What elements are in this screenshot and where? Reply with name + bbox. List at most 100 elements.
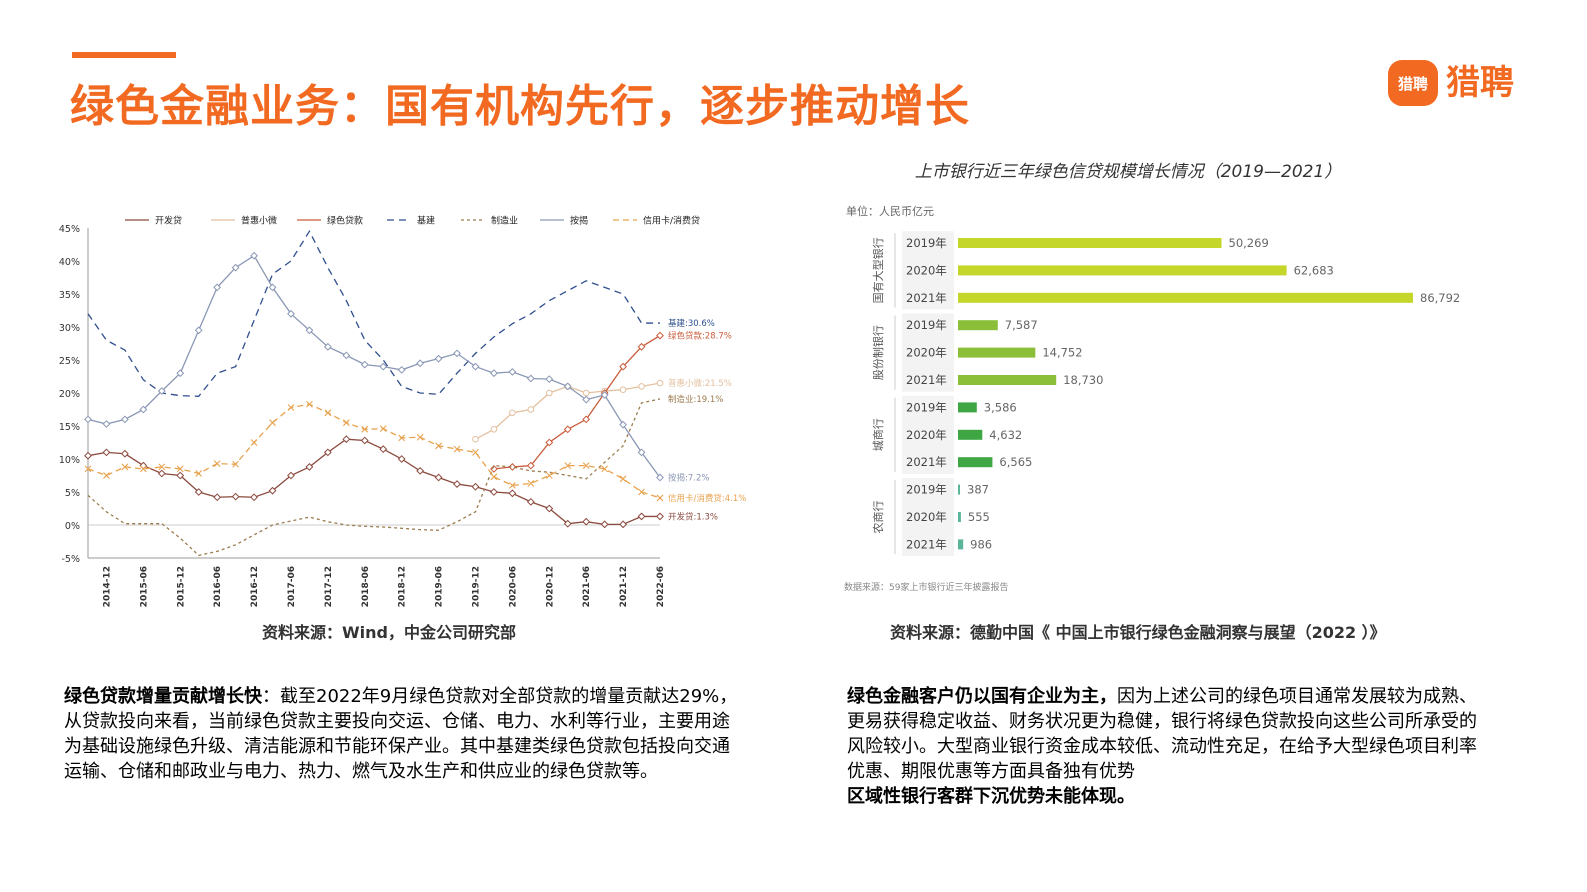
data-point xyxy=(545,389,553,397)
data-point xyxy=(453,349,461,358)
data-point xyxy=(582,389,590,397)
data-point xyxy=(563,519,572,528)
group-label: 农商行 xyxy=(871,501,885,534)
x-tick-label: 2020-06 xyxy=(508,566,518,607)
data-point xyxy=(287,404,295,411)
year-label: 2020年 xyxy=(906,510,947,524)
bar xyxy=(958,375,1057,385)
data-point xyxy=(121,463,129,471)
data-point xyxy=(397,455,406,463)
y-tick-label: 30% xyxy=(59,323,80,334)
group-band xyxy=(902,313,954,392)
right-paragraph-lead: 绿色金融客户仍以国有企业为主， xyxy=(847,686,1117,707)
bar xyxy=(958,484,961,495)
left-paragraph: 绿色贷款增量贡献增长快：截至2022年9月绿色贷款对全部贷款的增量贡献达29%，… xyxy=(64,684,740,784)
data-point xyxy=(656,512,664,521)
y-tick-label: 40% xyxy=(59,257,80,268)
data-point xyxy=(120,449,129,458)
data-point xyxy=(582,395,591,404)
group-band xyxy=(902,231,954,310)
data-point xyxy=(157,387,166,395)
end-value-label: 基建:30.6% xyxy=(668,318,715,329)
value-label: 62,683 xyxy=(1294,263,1334,277)
data-point xyxy=(490,369,498,378)
bar xyxy=(958,512,961,522)
bar xyxy=(958,265,1287,276)
x-tick-label: 2014-12 xyxy=(102,566,112,607)
data-point xyxy=(619,386,627,393)
group-label: 城商行 xyxy=(871,418,885,451)
data-point xyxy=(509,409,516,417)
data-point xyxy=(102,420,111,428)
legend-label: 基建 xyxy=(417,215,435,227)
data-point xyxy=(637,342,646,351)
year-label: 2019年 xyxy=(906,483,947,497)
value-label: 986 xyxy=(970,537,992,551)
left-paragraph-body: ：截至2022年9月绿色贷款对全部贷款的增量贡献达29%，从贷款投向来看，当前绿… xyxy=(64,686,738,782)
right-paragraph: 绿色金融客户仍以国有企业为主，因为上述公司的绿色项目通常发展较为成熟、更易获得稳… xyxy=(847,684,1487,809)
data-point xyxy=(103,472,110,479)
end-value-label: 信用卡/消费贷:4.1% xyxy=(668,493,746,504)
value-label: 6,565 xyxy=(999,455,1032,469)
data-point xyxy=(213,460,221,468)
data-point xyxy=(656,379,664,387)
data-point xyxy=(416,466,425,475)
data-point xyxy=(656,331,664,340)
data-point xyxy=(508,463,517,471)
y-tick-label: 45% xyxy=(59,224,80,235)
data-point xyxy=(398,434,406,442)
group-label: 国有大型银行 xyxy=(871,237,885,303)
y-tick-label: 35% xyxy=(59,290,80,301)
data-point xyxy=(471,362,480,371)
data-point xyxy=(601,465,609,473)
data-point xyxy=(287,471,295,480)
data-point xyxy=(342,351,351,360)
year-label: 2021年 xyxy=(906,455,947,469)
data-point xyxy=(638,488,645,496)
y-tick-label: 0% xyxy=(65,521,80,532)
chart-title: 上市银行近三年绿色信贷规模增长情况（2019—2021） xyxy=(915,162,1342,182)
data-point xyxy=(305,463,314,471)
year-label: 2019年 xyxy=(906,400,947,414)
data-point xyxy=(232,460,240,468)
page-title: 绿色金融业务：国有机构先行，逐步推动增长 xyxy=(70,81,970,132)
data-point xyxy=(306,400,313,408)
data-point xyxy=(563,382,572,391)
data-point xyxy=(527,480,535,487)
x-tick-label: 2021-06 xyxy=(582,566,592,607)
data-point xyxy=(416,359,425,368)
legend-label: 制造业 xyxy=(491,215,518,227)
data-point xyxy=(379,425,387,433)
data-point xyxy=(195,470,203,477)
year-label: 2020年 xyxy=(906,428,947,442)
value-label: 555 xyxy=(968,510,990,524)
data-point xyxy=(582,462,590,469)
data-point xyxy=(545,438,554,447)
value-label: 3,586 xyxy=(984,400,1017,414)
value-label: 14,752 xyxy=(1042,346,1082,360)
data-point xyxy=(360,360,369,369)
data-point xyxy=(84,415,92,424)
legend-label: 按揭 xyxy=(570,215,588,227)
end-value-label: 制造业:19.1% xyxy=(668,394,723,405)
bar xyxy=(958,457,993,468)
data-point xyxy=(176,369,185,378)
bar xyxy=(958,292,1413,303)
chart-background xyxy=(46,200,756,610)
data-point xyxy=(250,493,258,502)
bar xyxy=(958,347,1036,358)
right-chart-source: 资料来源：德勤中国《 中国上市银行绿色金融洞察与展望（2022 ）》 xyxy=(890,623,1386,642)
left-paragraph-lead: 绿色贷款增量贡献增长快 xyxy=(64,686,262,707)
data-point xyxy=(545,472,553,479)
legend-label: 开发贷 xyxy=(155,215,182,227)
data-point xyxy=(323,342,332,351)
data-point xyxy=(656,494,664,502)
y-tick-label: 25% xyxy=(59,356,80,367)
y-tick-label: 20% xyxy=(59,389,80,400)
bar xyxy=(958,238,1222,248)
series-信用卡/消费贷: 信用卡/消费贷:4.1% xyxy=(84,400,746,504)
data-point xyxy=(84,451,92,460)
group-label: 股份制银行 xyxy=(871,325,885,380)
y-tick-label: -5% xyxy=(62,554,81,565)
data-point xyxy=(139,465,147,473)
